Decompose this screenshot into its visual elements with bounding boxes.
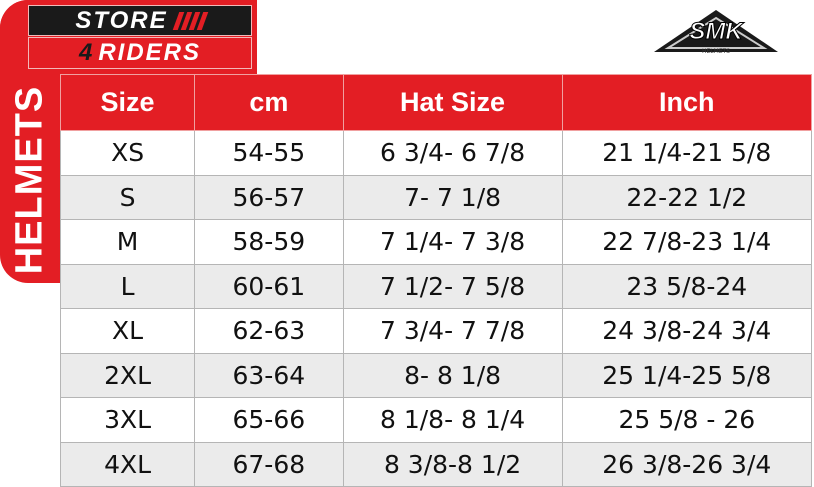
cell-inch: 26 3/8-26 3/4 xyxy=(561,441,813,487)
table-row: S 56-57 7- 7 1/8 22-22 1/2 xyxy=(59,174,813,220)
cell-cm: 63-64 xyxy=(194,352,344,398)
cell-cm: 54-55 xyxy=(194,130,344,176)
smk-diamond-icon xyxy=(654,10,778,52)
cell-cm: 62-63 xyxy=(194,308,344,354)
smk-text: SMK xyxy=(689,18,743,46)
cell-hat-size: 8- 8 1/8 xyxy=(342,352,563,398)
cell-cm: 56-57 xyxy=(194,174,344,220)
logo-riders-text: RIDERS xyxy=(98,39,202,66)
cell-inch: 21 1/4-21 5/8 xyxy=(561,130,813,176)
cell-cm: 60-61 xyxy=(194,263,344,309)
stripes-icon xyxy=(172,11,208,30)
table-row: 3XL 65-66 8 1/8- 8 1/4 25 5/8 - 26 xyxy=(59,397,813,443)
cell-cm: 67-68 xyxy=(194,441,344,487)
cell-size: S xyxy=(59,174,196,220)
cell-inch: 25 1/4-25 5/8 xyxy=(561,352,813,398)
table-row: XL 62-63 7 3/4- 7 7/8 24 3/8-24 3/4 xyxy=(59,308,813,354)
header-cm: cm xyxy=(194,74,344,131)
smk-logo: SMK HELMETS xyxy=(652,8,780,58)
header-hat-size: Hat Size xyxy=(342,74,563,131)
cell-hat-size: 8 3/8-8 1/2 xyxy=(342,441,563,487)
cell-inch: 25 5/8 - 26 xyxy=(561,397,813,443)
table-row: L 60-61 7 1/2- 7 5/8 23 5/8-24 xyxy=(59,263,813,309)
cell-inch: 22 7/8-23 1/4 xyxy=(561,219,813,265)
cell-hat-size: 7 1/2- 7 5/8 xyxy=(342,263,563,309)
size-chart-table: Size cm Hat Size Inch XS 54-55 6 3/4- 6 7/… xyxy=(59,74,813,487)
cell-size: L xyxy=(59,263,196,309)
header-size: Size xyxy=(59,74,196,131)
logo-number: 4 xyxy=(78,39,93,66)
store-logo-bottom: 4 RIDERS xyxy=(28,37,252,69)
side-label: HELMETS xyxy=(8,85,51,275)
cell-size: XS xyxy=(59,130,196,176)
cell-cm: 58-59 xyxy=(194,219,344,265)
cell-inch: 22-22 1/2 xyxy=(561,174,813,220)
cell-hat-size: 7 1/4- 7 3/8 xyxy=(342,219,563,265)
cell-hat-size: 7- 7 1/8 xyxy=(342,174,563,220)
cell-hat-size: 8 1/8- 8 1/4 xyxy=(342,397,563,443)
cell-size: M xyxy=(59,219,196,265)
cell-size: 4XL xyxy=(59,441,196,487)
header-row: Size cm Hat Size Inch xyxy=(59,74,813,131)
store-logo-top: STORE xyxy=(28,5,252,36)
cell-inch: 23 5/8-24 xyxy=(561,263,813,309)
cell-hat-size: 7 3/4- 7 7/8 xyxy=(342,308,563,354)
cell-size: 3XL xyxy=(59,397,196,443)
table-row: M 58-59 7 1/4- 7 3/8 22 7/8-23 1/4 xyxy=(59,219,813,265)
table-row: 2XL 63-64 8- 8 1/8 25 1/4-25 5/8 xyxy=(59,352,813,398)
cell-size: 2XL xyxy=(59,352,196,398)
cell-size: XL xyxy=(59,308,196,354)
smk-subtext: HELMETS xyxy=(701,48,731,55)
header-inch: Inch xyxy=(561,74,813,131)
cell-hat-size: 6 3/4- 6 7/8 xyxy=(342,130,563,176)
cell-inch: 24 3/8-24 3/4 xyxy=(561,308,813,354)
logo-store-text: STORE xyxy=(75,6,168,34)
cell-cm: 65-66 xyxy=(194,397,344,443)
table-row: XS 54-55 6 3/4- 6 7/8 21 1/4-21 5/8 xyxy=(59,130,813,176)
table-row: 4XL 67-68 8 3/8-8 1/2 26 3/8-26 3/4 xyxy=(59,441,813,487)
